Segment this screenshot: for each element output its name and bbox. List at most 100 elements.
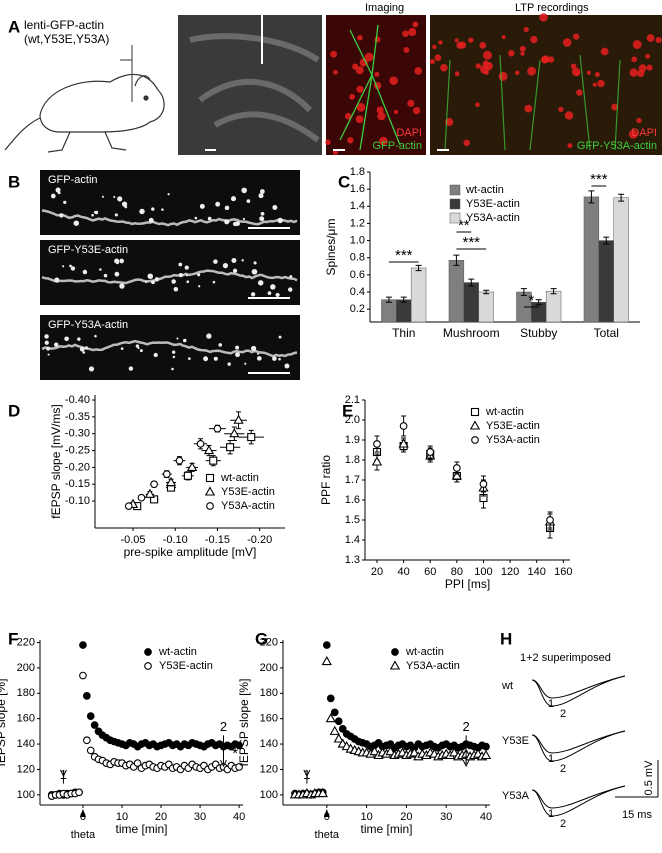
panel-label: E xyxy=(342,401,353,420)
nucleus xyxy=(498,71,508,81)
stimulus-label: theta xyxy=(315,829,340,841)
x-tick-label: Stubby xyxy=(520,326,557,340)
y-tick-label: 120 xyxy=(17,763,35,775)
annotation: 1 xyxy=(60,767,67,782)
nucleus xyxy=(408,28,417,37)
y-tick-label: 160 xyxy=(17,713,35,725)
marker xyxy=(82,691,91,700)
y-tick-label: 1.4 xyxy=(345,534,360,546)
nucleus xyxy=(463,139,471,147)
y-tick-label: 2.1 xyxy=(345,394,360,406)
y-tick-label: 1.0 xyxy=(350,234,365,246)
spine xyxy=(250,292,256,297)
bar xyxy=(381,299,397,323)
x-tick-label: 120 xyxy=(501,566,519,578)
marker xyxy=(235,763,243,771)
bar xyxy=(463,282,479,323)
spine xyxy=(172,355,176,359)
spine xyxy=(213,259,218,264)
injection-label: lenti-GFP-actin xyxy=(24,18,104,32)
nucleus xyxy=(325,139,331,145)
y-tick-label: 2.0 xyxy=(345,414,360,426)
ltp-image xyxy=(430,15,662,155)
stimulus-label: theta xyxy=(71,829,96,841)
spine xyxy=(206,333,212,339)
y-tick-label: 1.2 xyxy=(350,217,365,229)
x-tick-label: 40 xyxy=(397,566,409,578)
x-tick-label: 40 xyxy=(480,811,492,823)
marker xyxy=(247,433,256,442)
x-tick-label: 60 xyxy=(424,566,436,578)
nucleus xyxy=(414,67,422,75)
marker xyxy=(470,407,480,417)
marker xyxy=(150,480,158,489)
spine xyxy=(259,216,265,222)
spine xyxy=(230,196,237,202)
spine xyxy=(47,353,50,356)
spine xyxy=(212,280,216,284)
legend-swatch xyxy=(449,184,461,196)
y-tick-label: 0.8 xyxy=(350,252,365,264)
marker xyxy=(329,725,340,735)
spine xyxy=(235,352,240,358)
legend-label: wt-actin xyxy=(158,646,197,658)
spine xyxy=(235,345,240,350)
spine xyxy=(272,356,277,361)
image-label: GFP-actin xyxy=(48,174,98,186)
spine xyxy=(187,357,191,361)
y-tick-label: 120 xyxy=(260,763,278,775)
spine xyxy=(94,334,97,338)
y-axis-label: fEPSP slope [mV/ms] xyxy=(49,404,63,519)
spine xyxy=(151,207,155,211)
nucleus xyxy=(349,93,355,100)
nucleus xyxy=(364,52,374,62)
variants-label: (wt,Y53E,Y53A) xyxy=(24,32,109,46)
spine xyxy=(197,273,201,277)
panel-label: G xyxy=(255,629,268,648)
y-tick-label: -0.25 xyxy=(65,444,90,456)
marker xyxy=(326,694,335,703)
marker xyxy=(209,456,218,465)
row-label: wt xyxy=(501,680,513,692)
marker xyxy=(203,444,215,455)
marker xyxy=(213,424,222,433)
legend-label: Y53E-actin xyxy=(486,420,540,432)
marker xyxy=(371,456,383,466)
marker xyxy=(471,436,479,444)
spine xyxy=(185,274,188,277)
y-tick-label: 1.3 xyxy=(345,554,360,566)
spine xyxy=(62,265,65,268)
nucleus xyxy=(629,68,638,77)
nucleus xyxy=(501,35,506,40)
x-tick-label: 100 xyxy=(474,566,492,578)
nucleus xyxy=(357,35,363,41)
spine xyxy=(178,262,183,267)
bar xyxy=(545,290,562,323)
h-title: 1+2 superimposed xyxy=(520,652,611,664)
nucleus xyxy=(527,66,537,76)
spine xyxy=(69,264,72,268)
nucleus xyxy=(573,33,580,40)
marker xyxy=(546,516,554,524)
trace xyxy=(531,675,626,699)
annotation: 2 xyxy=(220,719,227,734)
nucleus xyxy=(454,71,460,77)
nucleus xyxy=(645,53,651,59)
annotation-arrow xyxy=(59,769,67,784)
marker xyxy=(82,736,91,745)
nucleus xyxy=(632,40,642,49)
spine xyxy=(232,221,238,227)
y-tick-label: 100 xyxy=(260,789,278,801)
spine xyxy=(99,268,102,271)
annotation: * xyxy=(232,745,238,762)
y-tick-label: 1.8 xyxy=(350,166,365,178)
marker xyxy=(124,502,133,510)
nucleus xyxy=(655,36,662,44)
annotation: 1 xyxy=(303,767,310,782)
marker xyxy=(389,660,401,670)
marker xyxy=(79,671,87,680)
nucleus xyxy=(530,35,538,44)
bar xyxy=(613,197,629,323)
nucleus xyxy=(356,103,366,112)
significance: ** xyxy=(458,217,470,234)
